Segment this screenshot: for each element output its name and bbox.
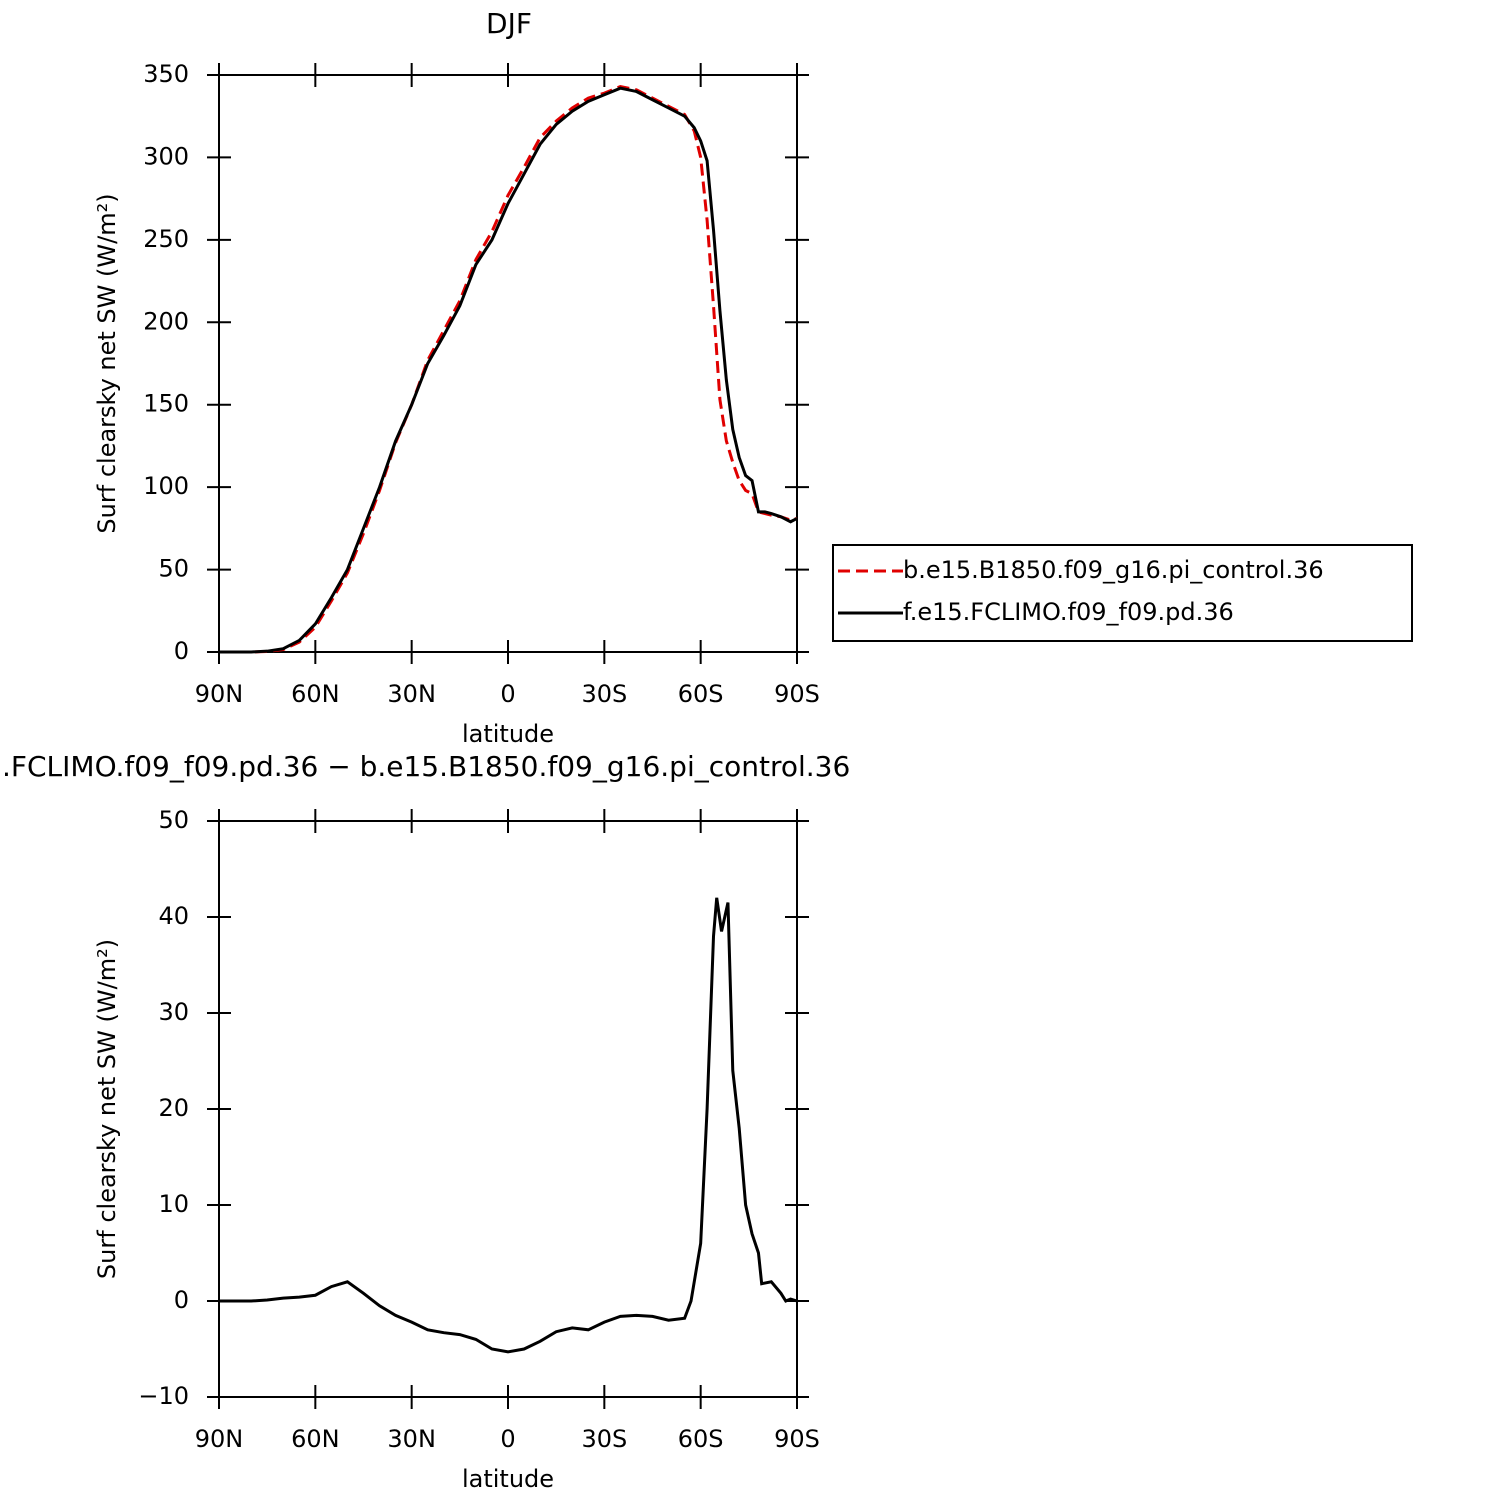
y-tick-label: 30 <box>158 998 189 1026</box>
y-tick-label: 250 <box>143 225 189 253</box>
legend-label: b.e15.B1850.f09_g16.pi_control.36 <box>903 556 1324 584</box>
chart-title: DJF <box>486 7 532 40</box>
x-axis-label: latitude <box>462 720 554 748</box>
chart-title: .FCLIMO.f09_f09.pd.36 − b.e15.B1850.f09_… <box>2 750 850 783</box>
x-tick-label: 60S <box>678 680 724 708</box>
x-tick-label: 30S <box>581 680 627 708</box>
x-tick-label: 90N <box>195 680 244 708</box>
y-tick-label: 350 <box>143 60 189 88</box>
x-tick-label: 0 <box>500 1425 515 1453</box>
plot-frame <box>218 74 798 653</box>
y-tick-label: 40 <box>158 902 189 930</box>
data-line <box>219 84 798 654</box>
x-tick-label: 60S <box>678 1425 724 1453</box>
x-tick-label: 90N <box>195 1425 244 1453</box>
y-tick-label: 20 <box>158 1094 189 1122</box>
x-tick-label: 0 <box>500 680 515 708</box>
y-tick-label: 200 <box>143 307 189 335</box>
y-tick-label: 0 <box>174 637 189 665</box>
x-tick-label: 90S <box>774 680 820 708</box>
data-line <box>219 86 798 654</box>
y-tick-label: 300 <box>143 142 189 170</box>
x-tick-label: 90S <box>774 1425 820 1453</box>
y-tick-label: 10 <box>158 1190 189 1218</box>
x-tick-label: 30S <box>581 1425 627 1453</box>
legend-label: f.e15.FCLIMO.f09_f09.pd.36 <box>903 598 1234 626</box>
x-tick-label: 30N <box>387 680 436 708</box>
x-tick-label: 60N <box>291 1425 340 1453</box>
y-tick-label: 50 <box>158 555 189 583</box>
y-axis-label: Surf clearsky net SW (W/m²) <box>93 193 121 533</box>
x-tick-label: 30N <box>387 1425 436 1453</box>
y-tick-label: −10 <box>138 1382 189 1410</box>
y-tick-label: 150 <box>143 390 189 418</box>
data-line <box>219 897 798 1354</box>
legend-box <box>832 544 1413 642</box>
y-axis-label: Surf clearsky net SW (W/m²) <box>93 939 121 1279</box>
y-tick-label: 0 <box>174 1286 189 1314</box>
x-tick-label: 60N <box>291 680 340 708</box>
x-axis-label: latitude <box>462 1465 554 1493</box>
y-tick-label: 100 <box>143 472 189 500</box>
y-tick-label: 50 <box>158 806 189 834</box>
plot-frame <box>218 820 798 1398</box>
